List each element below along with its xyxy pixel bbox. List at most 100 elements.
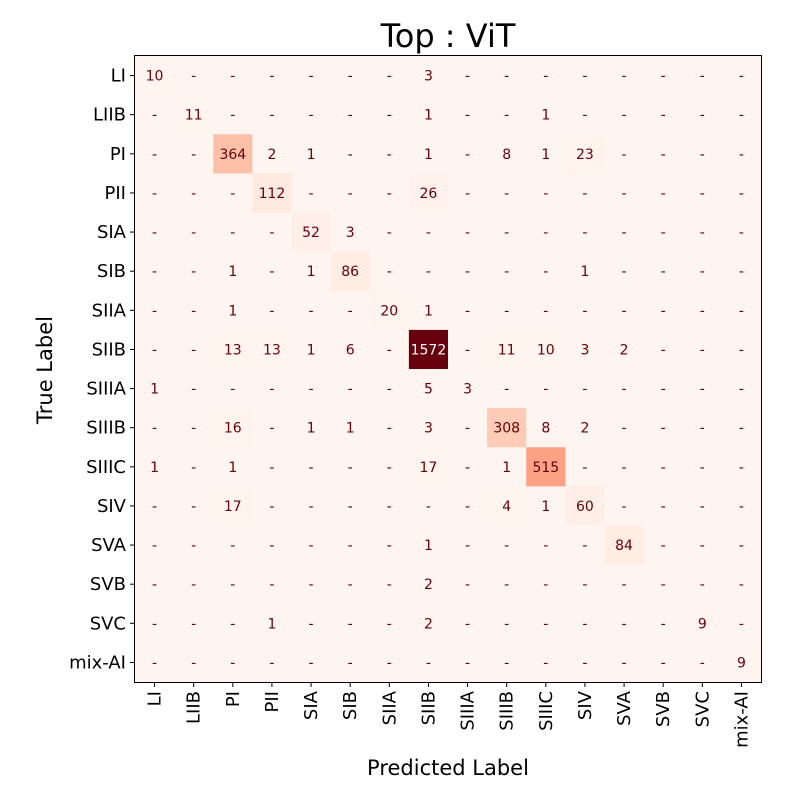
heatmap-cell — [330, 95, 371, 135]
cell-value-label: 364 — [219, 147, 246, 163]
cell-value-label: - — [739, 460, 744, 476]
heatmap-cell — [721, 564, 762, 605]
cell-value-label: 1 — [228, 460, 237, 476]
heatmap-cell — [369, 329, 410, 370]
heatmap-cell — [408, 251, 449, 292]
cell-value-label: 1 — [424, 303, 433, 319]
heatmap-cell — [604, 642, 645, 683]
cell-value-label: - — [152, 186, 157, 202]
cell-value-label: - — [700, 186, 705, 202]
cell-value-label: - — [622, 303, 627, 319]
y-tick-labels: LI LIIB PI PII SIA SIB SIIA SIIB SIIIA SIIIB SIIIC… — [69, 66, 135, 673]
heatmap-cell — [448, 408, 488, 448]
heatmap-cell — [408, 408, 449, 448]
cell-value-label: - — [504, 225, 509, 241]
cell-value-label: - — [309, 303, 314, 319]
heatmap-cell — [408, 447, 449, 487]
cell-value-label: - — [387, 69, 392, 85]
y-tick-label: LIIB — [93, 105, 126, 126]
heatmap-cell — [174, 212, 214, 253]
x-tick-label: LI — [145, 691, 166, 706]
heatmap-cell — [330, 173, 371, 214]
heatmap-cell — [330, 56, 371, 96]
heatmap-cell — [448, 486, 488, 527]
cell-value-label: 1 — [307, 264, 316, 280]
heatmap-cell — [213, 642, 253, 683]
heatmap-cell — [213, 56, 253, 96]
heatmap-cell — [565, 447, 606, 487]
heatmap-cell — [135, 525, 175, 566]
cell-value-label: - — [230, 69, 235, 85]
heatmap-cell — [643, 251, 684, 292]
heatmap-cell — [643, 564, 684, 605]
heatmap-cell — [291, 603, 332, 644]
heatmap-cell — [721, 134, 762, 174]
heatmap-cell — [291, 447, 332, 487]
cell-value-label: - — [387, 147, 392, 163]
heatmap-cell — [721, 525, 762, 566]
heatmap-cell — [252, 525, 293, 566]
heatmap-cell — [369, 134, 410, 174]
heatmap-cell — [721, 486, 762, 527]
cell-value-label: - — [269, 108, 274, 124]
cell-value-label: - — [309, 460, 314, 476]
cell-value-label: - — [191, 538, 196, 554]
heatmap-cell — [565, 134, 606, 174]
y-tick-label: SIIB — [92, 339, 126, 360]
heatmap-cell — [682, 95, 723, 135]
heatmap-cell — [174, 134, 214, 174]
heatmap-cell — [135, 408, 175, 448]
cell-value-label: - — [661, 108, 666, 124]
heatmap-cell — [721, 408, 762, 448]
cell-value-label: - — [582, 108, 587, 124]
cell-value-label: 13 — [224, 342, 242, 358]
heatmap-cell — [291, 486, 332, 527]
heatmap-cell — [526, 329, 566, 370]
heatmap-cell — [213, 486, 253, 527]
heatmap-cell — [487, 564, 527, 605]
cell-value-label: 10 — [146, 69, 164, 85]
heatmap-cell — [135, 95, 175, 135]
heatmap-cell — [252, 95, 293, 135]
heatmap-cell — [565, 603, 606, 644]
cell-value-label: - — [387, 616, 392, 632]
heatmap-cell — [330, 134, 371, 174]
cell-value-label: - — [504, 655, 509, 671]
cell-value-label: - — [230, 382, 235, 398]
heatmap-cell — [330, 642, 371, 683]
heatmap-cell — [721, 290, 762, 331]
cell-value-label: - — [387, 342, 392, 358]
cell-value-label: - — [543, 382, 548, 398]
cell-value-label: 10 — [537, 342, 555, 358]
heatmap-cell — [213, 95, 253, 135]
heatmap-cell — [330, 447, 371, 487]
cell-value-label: - — [622, 655, 627, 671]
heatmap-cell — [135, 173, 175, 214]
heatmap-cell — [330, 251, 371, 292]
cell-value-label: 11 — [185, 108, 203, 124]
cell-value-label: - — [504, 616, 509, 632]
heatmap-cell — [448, 447, 488, 487]
cell-value-label: - — [152, 655, 157, 671]
x-axis-label: Predicted Label — [367, 756, 529, 780]
heatmap-cell — [252, 642, 293, 683]
cell-value-label: - — [582, 303, 587, 319]
cell-value-label: - — [269, 382, 274, 398]
cell-value-label: 17 — [420, 460, 438, 476]
cell-value-label: 1 — [424, 108, 433, 124]
y-tick-label: LI — [111, 66, 126, 87]
cell-value-label: - — [465, 655, 470, 671]
heatmap-cell — [448, 290, 488, 331]
cell-value-label: - — [348, 460, 353, 476]
heatmap-cell — [565, 642, 606, 683]
heatmap-cell — [135, 290, 175, 331]
heatmap-cell — [291, 408, 332, 448]
heatmap-cell — [604, 525, 645, 566]
y-tick-label: SIIIA — [86, 379, 126, 400]
heatmap-cell — [369, 525, 410, 566]
cell-value-label: - — [152, 108, 157, 124]
heatmap-cell — [252, 56, 293, 96]
cell-value-label: - — [152, 225, 157, 241]
heatmap-cells — [135, 56, 762, 683]
heatmap-cell — [682, 525, 723, 566]
